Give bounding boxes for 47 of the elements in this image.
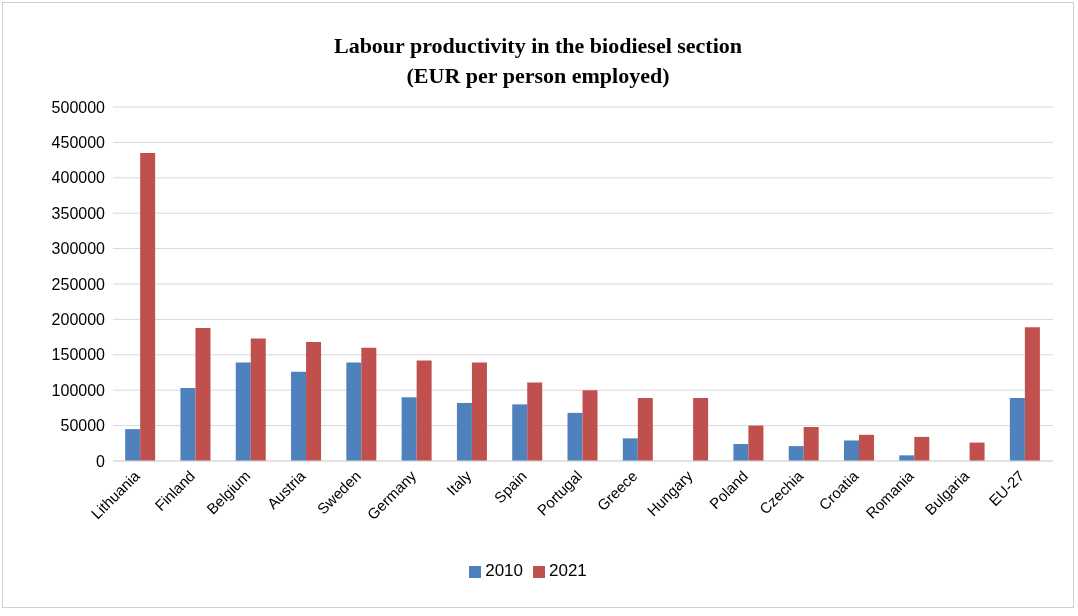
bar xyxy=(803,427,819,461)
y-tick-label: 50000 xyxy=(60,417,106,435)
bar xyxy=(471,362,487,461)
bar xyxy=(401,397,417,461)
bar xyxy=(733,444,749,461)
bar xyxy=(622,438,638,461)
chart-title: Labour productivity in the biodiesel section xyxy=(332,32,744,60)
x-tick-label: Italy xyxy=(443,466,475,499)
bar xyxy=(748,425,764,461)
bar xyxy=(693,397,709,461)
bar xyxy=(914,436,930,461)
bar xyxy=(125,429,141,461)
y-tick-label: 500000 xyxy=(51,98,106,116)
bar xyxy=(250,338,266,461)
bar xyxy=(1024,327,1040,461)
y-tick-label: 100000 xyxy=(51,381,106,399)
bar xyxy=(567,412,583,461)
bar xyxy=(180,388,196,461)
bar xyxy=(843,440,859,461)
bar xyxy=(346,362,362,461)
bar xyxy=(1009,397,1025,461)
bar xyxy=(306,342,322,461)
bar xyxy=(140,153,156,461)
chart-subtitle: (EUR per person employed) xyxy=(405,62,671,90)
bar xyxy=(235,362,251,461)
bar xyxy=(858,434,874,461)
bar xyxy=(527,382,543,461)
bar xyxy=(969,442,985,461)
bar xyxy=(788,446,804,461)
bar xyxy=(512,404,528,461)
y-tick-label: 300000 xyxy=(51,240,106,258)
bar xyxy=(195,327,211,461)
y-tick-label: 350000 xyxy=(51,204,106,222)
bar xyxy=(582,390,598,461)
y-tick-label: 400000 xyxy=(51,169,106,187)
bar xyxy=(637,397,653,461)
y-tick-label: 200000 xyxy=(51,311,106,329)
y-tick-label: 0 xyxy=(96,452,106,470)
bar xyxy=(291,371,307,461)
y-tick-label: 150000 xyxy=(51,346,106,364)
bar xyxy=(361,347,377,461)
y-tick-label: 450000 xyxy=(51,134,106,152)
legend-label: 2021 xyxy=(549,561,587,580)
bar xyxy=(456,402,472,461)
bar xyxy=(416,360,432,461)
y-tick-label: 250000 xyxy=(51,275,106,293)
legend-label: 2010 xyxy=(485,561,523,580)
